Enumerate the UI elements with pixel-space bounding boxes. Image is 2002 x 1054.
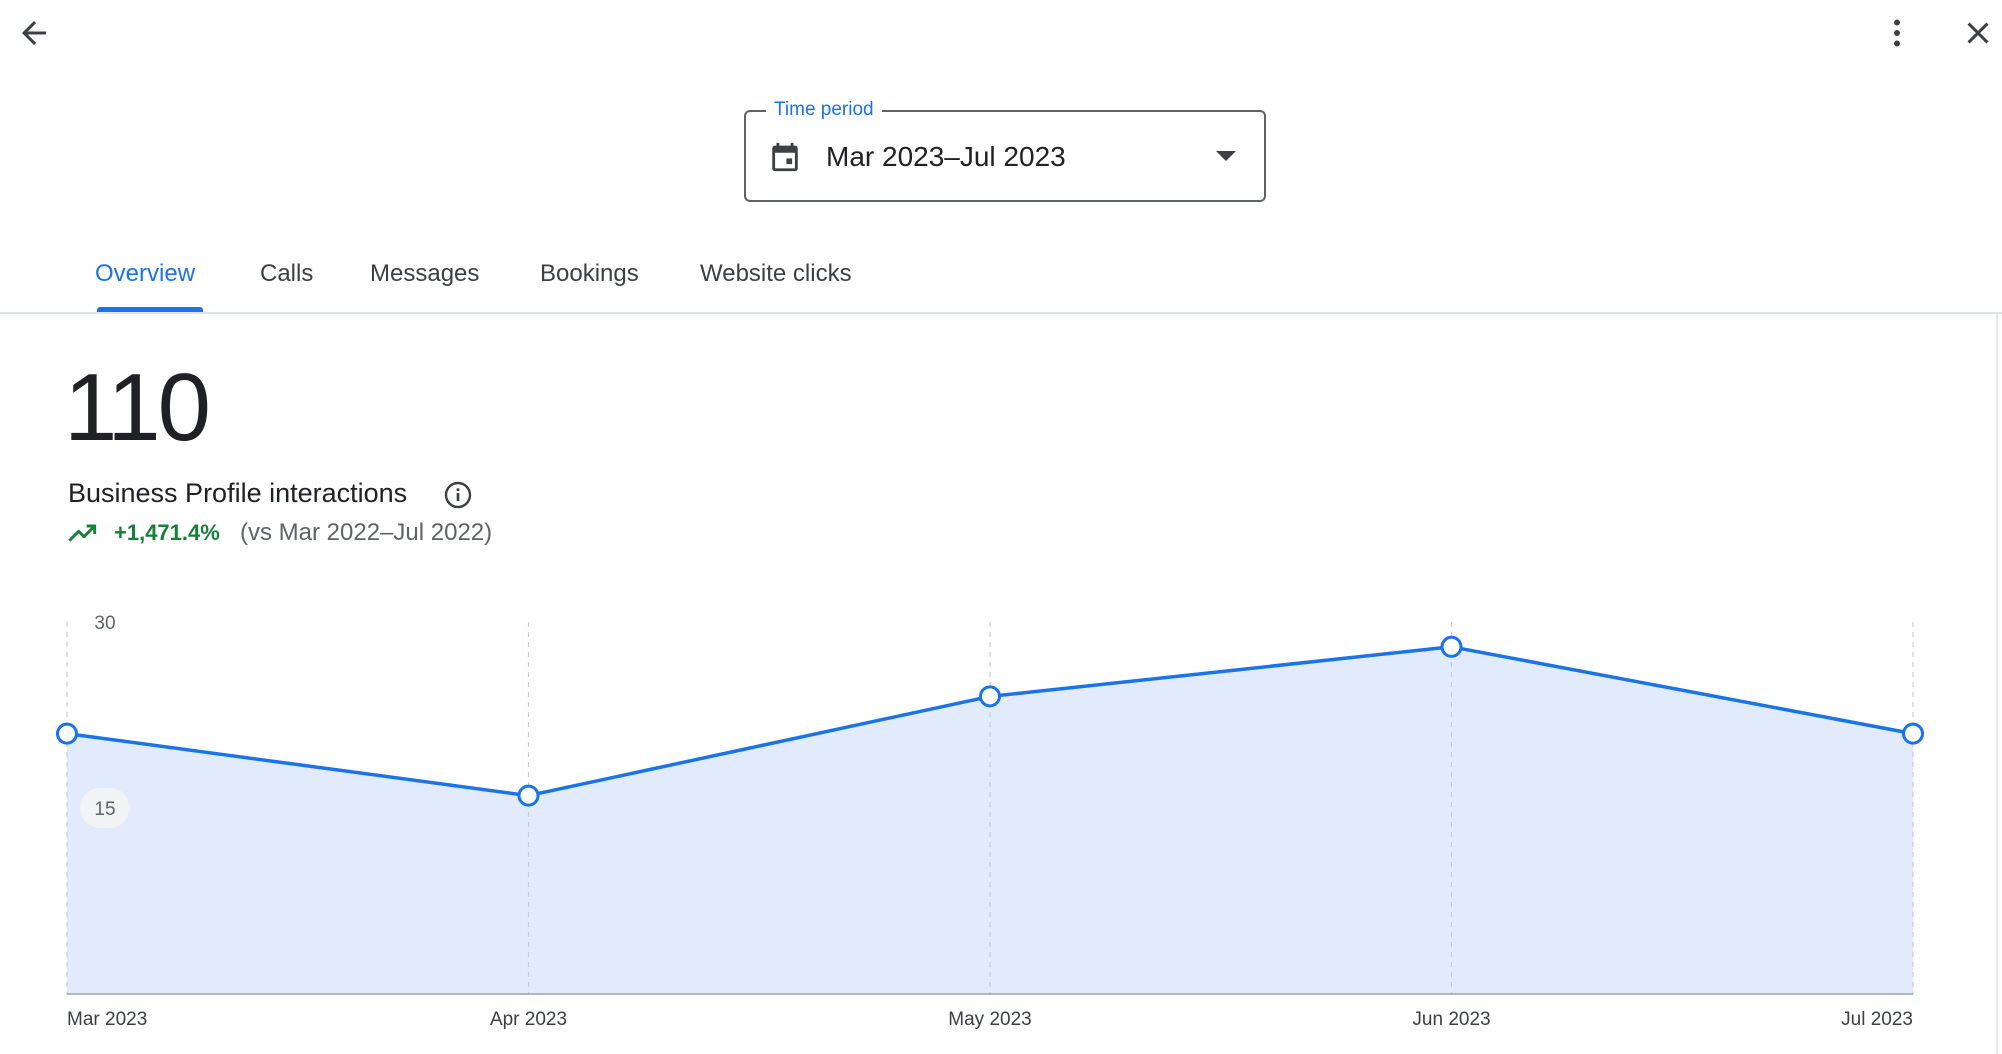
close-button[interactable]	[1950, 5, 2002, 61]
data-point	[1902, 722, 1924, 745]
x-tick-label: Jul 2023	[1841, 1009, 1913, 1030]
calendar-icon	[772, 142, 798, 172]
panel-divider	[1996, 314, 1998, 1054]
close-icon	[1967, 22, 1989, 44]
tab-website-clicks[interactable]: Website clicks	[700, 260, 852, 287]
data-point	[517, 784, 540, 807]
y-tick-label: 15	[94, 799, 115, 820]
tab-overview[interactable]: Overview	[95, 260, 196, 287]
active-tab-indicator	[97, 307, 203, 312]
data-point	[979, 685, 1001, 708]
more-vert-icon	[1894, 19, 1900, 47]
tab-bar: Overview Calls Messages Bookings Website…	[0, 232, 2002, 314]
x-tick-label: Apr 2023	[490, 1009, 567, 1030]
caret-down-icon	[1216, 151, 1236, 161]
y-tick-bubble	[80, 788, 130, 828]
change-percentage: +1,471.4%	[114, 520, 220, 545]
time-period-label: Time period	[766, 98, 882, 122]
info-icon[interactable]	[442, 479, 474, 511]
tab-calls[interactable]: Calls	[260, 260, 314, 287]
comparison-period: (vs Mar 2022–Jul 2022)	[240, 519, 493, 546]
more-options-button[interactable]	[1869, 5, 1925, 61]
x-tick-label: Jun 2023	[1412, 1009, 1490, 1030]
data-point	[1440, 635, 1463, 658]
arrow-back-icon	[22, 21, 46, 45]
trending-up-icon	[68, 524, 97, 542]
interactions-chart: 30 15 Mar 2023 Apr 2023 May 2023 Jun 2023 Jul …	[56, 613, 1924, 1030]
time-period-value: Mar 2023–Jul 2023	[826, 141, 1066, 172]
tab-messages[interactable]: Messages	[370, 260, 480, 287]
back-button[interactable]	[6, 5, 62, 61]
x-tick-label: May 2023	[948, 1009, 1031, 1030]
y-tick-label: 30	[94, 613, 115, 634]
time-period-select[interactable]: Time period Mar 2023–Jul 2023	[744, 98, 1266, 202]
tab-bookings[interactable]: Bookings	[540, 260, 639, 287]
data-point	[56, 722, 78, 745]
x-tick-label: Mar 2023	[67, 1009, 147, 1030]
metric-label: Business Profile interactions	[68, 478, 408, 508]
total-interactions: 110	[64, 354, 211, 461]
